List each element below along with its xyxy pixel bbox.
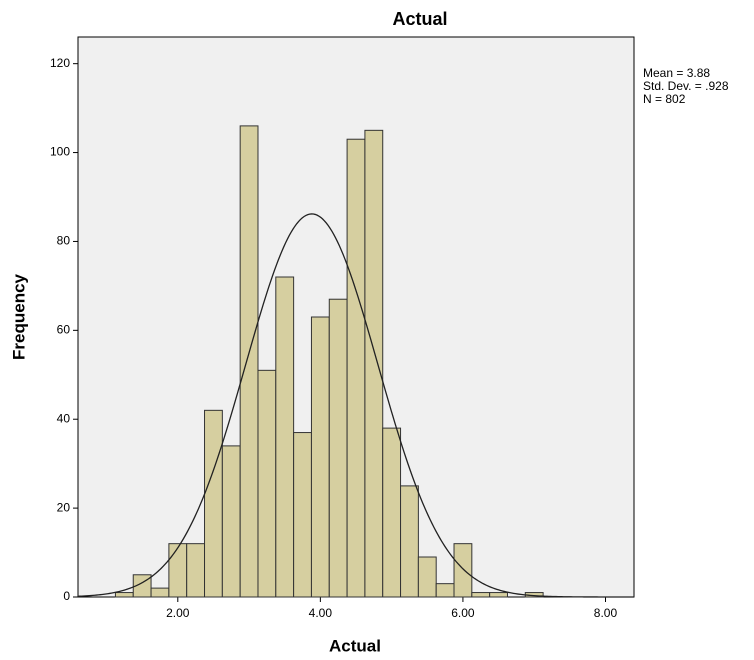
normal-curve	[77, 213, 634, 598]
bar	[275, 276, 295, 598]
y-tick-label: 60	[57, 323, 71, 337]
bar	[382, 427, 402, 598]
stats-label: N = 802	[643, 92, 686, 106]
bar	[204, 409, 223, 598]
bar	[168, 543, 188, 598]
y-tick-label: 120	[50, 56, 70, 70]
bar	[489, 592, 508, 598]
chart-title: Actual	[392, 9, 447, 29]
stats-label: Std. Dev. = .928	[643, 79, 729, 93]
bar	[417, 556, 437, 598]
bar	[186, 543, 206, 598]
bar	[346, 138, 366, 598]
bar	[400, 485, 419, 598]
y-tick-label: 100	[50, 145, 70, 159]
x-tick-label: 8.00	[594, 606, 618, 620]
y-tick-label: 0	[63, 589, 70, 603]
bar	[328, 298, 348, 598]
x-tick-label: 6.00	[451, 606, 475, 620]
bar	[293, 432, 312, 598]
bar	[114, 592, 134, 598]
y-tick-label: 20	[57, 500, 71, 514]
x-tick-label: 4.00	[309, 606, 333, 620]
bar	[239, 125, 259, 598]
stats-label: Mean = 3.88	[643, 66, 710, 80]
bar	[221, 445, 241, 598]
x-tick-label: 2.00	[166, 606, 190, 620]
y-tick-label: 80	[57, 234, 71, 248]
bar	[310, 316, 330, 598]
bar	[435, 583, 455, 598]
bar	[150, 587, 170, 598]
y-axis-label: Frequency	[9, 273, 28, 360]
y-tick-label: 40	[57, 411, 71, 425]
x-axis-label: Actual	[329, 636, 381, 655]
bar	[257, 369, 277, 598]
bar	[453, 543, 473, 598]
bar	[364, 129, 384, 598]
bar	[471, 592, 491, 598]
